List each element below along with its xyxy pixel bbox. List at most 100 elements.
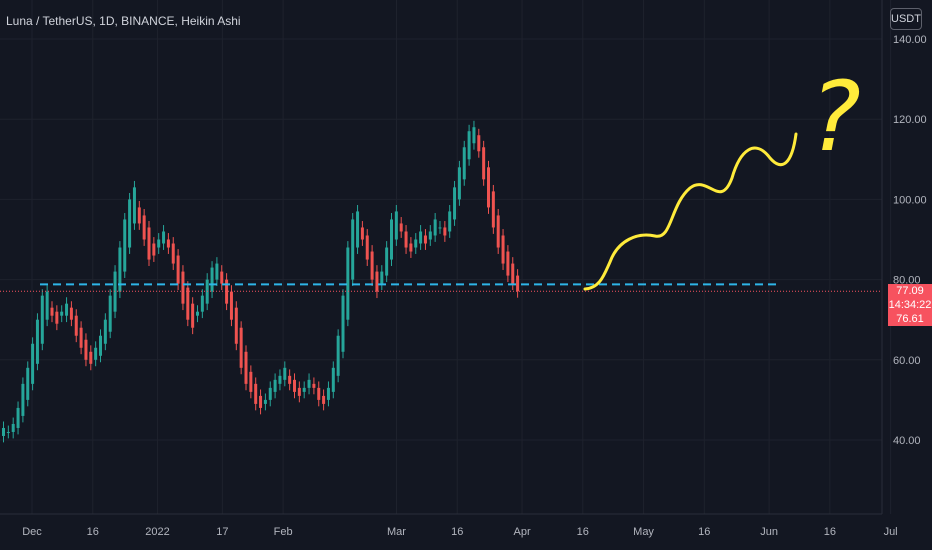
candle-body	[511, 263, 515, 284]
candle-body	[35, 319, 39, 364]
candle-body	[21, 383, 25, 416]
candle	[128, 192, 132, 254]
candle	[55, 305, 59, 331]
candle-body	[123, 219, 127, 272]
candle	[394, 205, 398, 246]
candle	[21, 377, 25, 423]
annotation-question-mark: ?	[810, 61, 861, 173]
candle	[259, 389, 263, 415]
candle	[370, 245, 374, 287]
candle-body	[390, 219, 393, 260]
candle-body	[234, 307, 238, 344]
candle	[65, 297, 69, 323]
candle	[419, 225, 423, 250]
candle	[99, 329, 102, 363]
candle	[491, 184, 495, 234]
time-tick-label: 2022	[145, 526, 169, 538]
candle-body	[50, 307, 54, 316]
candle-body	[152, 243, 156, 256]
prev-price-label: 76.61	[888, 312, 932, 326]
candle-body	[249, 371, 253, 392]
candle	[152, 237, 156, 262]
candle-body	[176, 255, 180, 284]
candle	[31, 337, 35, 391]
candle	[404, 225, 408, 254]
candle-body	[273, 379, 277, 392]
candle-body	[346, 247, 350, 320]
candle-body	[157, 239, 161, 248]
candle-body	[414, 239, 418, 248]
candle-body	[375, 271, 379, 292]
candle-body	[487, 167, 490, 208]
candle-body	[166, 239, 170, 248]
candle	[162, 225, 166, 250]
candle-body	[132, 187, 136, 224]
candle	[16, 401, 20, 435]
candle	[467, 124, 471, 166]
time-tick-label: 16	[87, 526, 99, 538]
candle	[496, 209, 500, 254]
time-tick-label: Jun	[760, 526, 778, 538]
price-tick-label: 60.00	[893, 355, 921, 367]
candle	[365, 229, 369, 266]
candle	[351, 213, 355, 287]
candle-body	[162, 231, 166, 244]
candle	[89, 345, 93, 371]
candle-body	[65, 303, 69, 316]
time-axis[interactable]: Dec 16 2022 17 Feb Mar 16 Apr 16 May 16 Jun 16 Jul	[22, 526, 897, 538]
candle	[283, 361, 287, 387]
candle-body	[26, 367, 30, 400]
candle-body	[283, 367, 287, 380]
candle	[74, 309, 78, 343]
candle	[40, 289, 44, 351]
candle	[45, 285, 49, 327]
time-tick-label: Mar	[387, 526, 406, 538]
candle	[453, 180, 457, 226]
time-tick-label: 16	[577, 526, 589, 538]
candle	[142, 209, 146, 246]
candle	[200, 289, 204, 319]
time-tick-label: May	[633, 526, 654, 538]
candle	[288, 369, 292, 391]
price-tick-label: 80.00	[893, 275, 921, 287]
candle	[278, 369, 282, 391]
candle-body	[239, 327, 243, 368]
candle-body	[6, 431, 10, 433]
candle	[79, 321, 83, 355]
candle-body	[443, 227, 447, 236]
candle-body	[74, 315, 78, 336]
time-tick-label: 17	[216, 526, 228, 538]
candle	[312, 377, 316, 395]
candle-body	[128, 199, 132, 248]
price-axis[interactable]: 140.00 120.00 100.00 80.00 60.00 40.00	[893, 34, 927, 447]
candle	[380, 265, 384, 291]
candle-body	[11, 423, 15, 432]
candlestick-series	[2, 120, 520, 443]
candle	[123, 213, 127, 278]
candle-body	[94, 347, 98, 360]
candle	[477, 128, 481, 158]
candle-body	[196, 311, 199, 316]
candle-body	[142, 215, 146, 240]
candle-body	[322, 395, 326, 404]
candle	[191, 297, 195, 335]
candle	[11, 417, 15, 439]
candle	[196, 305, 199, 323]
candle-body	[365, 235, 369, 260]
candle-body	[200, 295, 204, 312]
candle-body	[351, 219, 355, 280]
candle-body	[259, 395, 263, 408]
candle	[428, 225, 432, 246]
candle-body	[268, 387, 272, 400]
candle	[69, 301, 73, 327]
price-tick-label: 140.00	[893, 34, 927, 46]
candle-body	[186, 287, 190, 320]
candle	[297, 381, 301, 403]
candle-body	[423, 235, 427, 244]
candle	[254, 377, 258, 411]
candle-body	[331, 367, 335, 392]
time-tick-label: Apr	[513, 526, 530, 538]
candle-body	[31, 343, 35, 384]
currency-button[interactable]: USDT	[890, 8, 922, 30]
